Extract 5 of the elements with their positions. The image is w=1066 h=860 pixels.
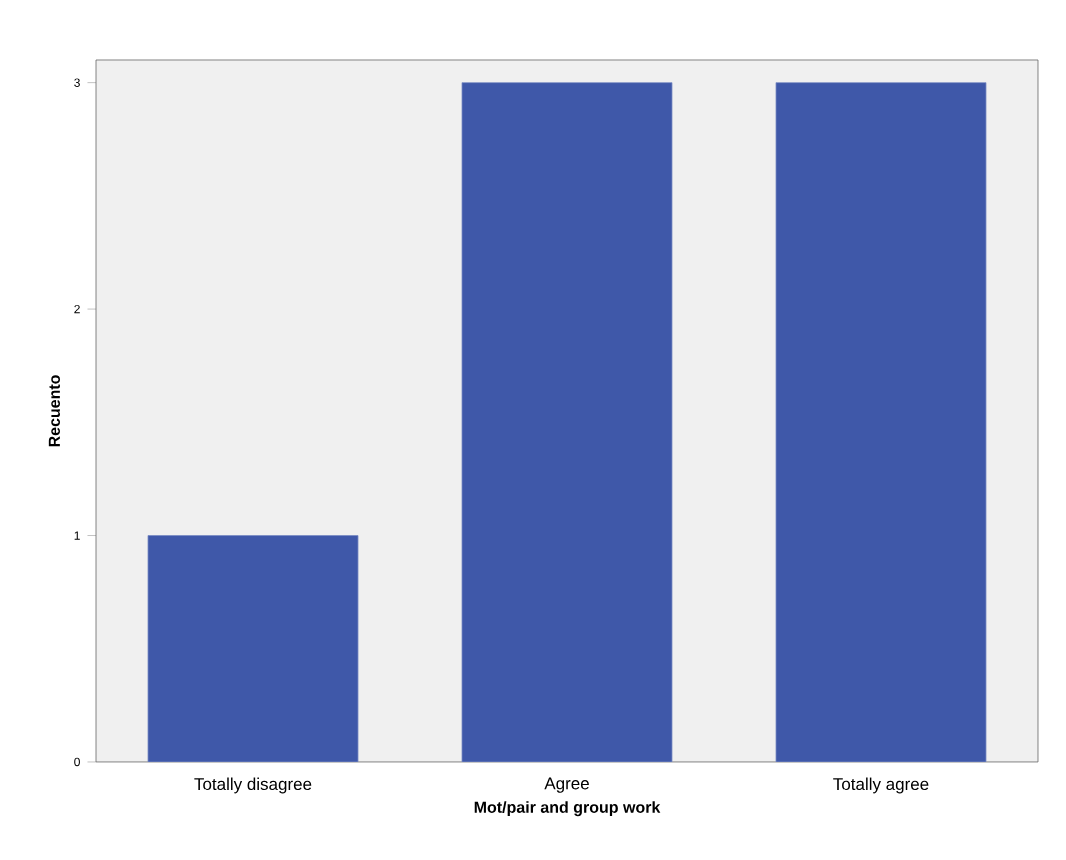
y-axis-title: Recuento xyxy=(48,375,60,447)
x-tick-label: Agree xyxy=(544,777,589,793)
x-tick-label: Totally agree xyxy=(833,777,929,794)
x-axis-title: Mot/pair and group work xyxy=(474,801,661,817)
x-tick-label: Totally disagree xyxy=(194,777,312,794)
